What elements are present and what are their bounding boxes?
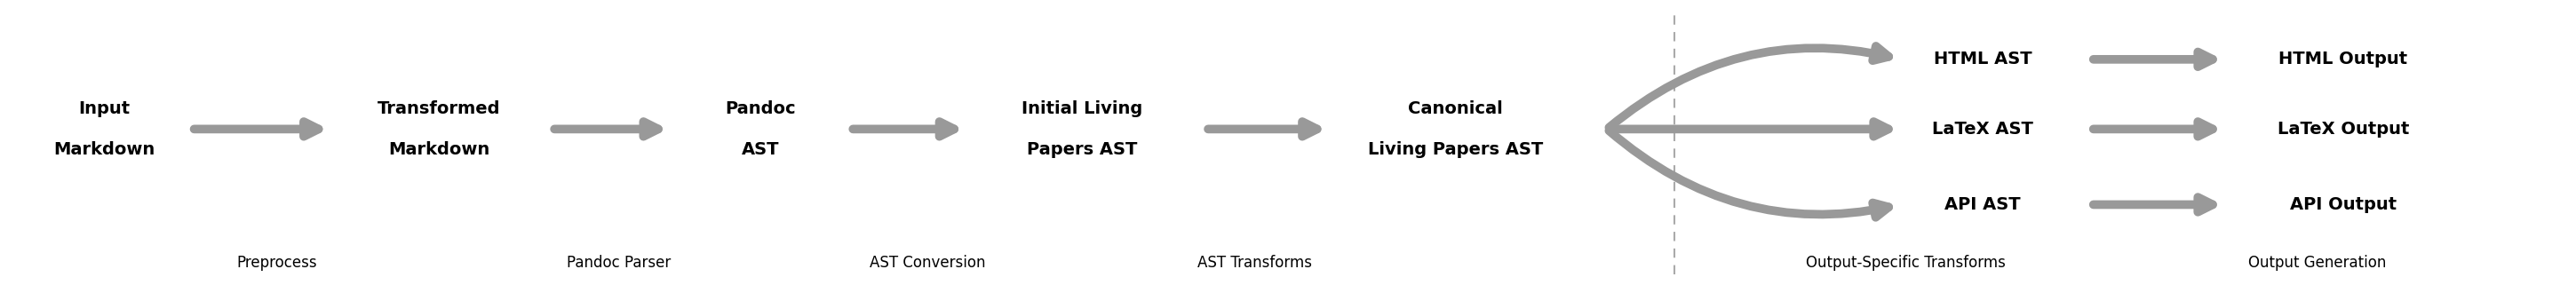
Text: Output-Specific Transforms: Output-Specific Transforms [1806,255,2007,271]
Text: AST Transforms: AST Transforms [1198,255,1311,271]
Text: LaTeX AST: LaTeX AST [1932,121,2032,137]
Text: API Output: API Output [2290,196,2396,213]
Text: Markdown: Markdown [54,141,155,158]
Text: Output Generation: Output Generation [2249,255,2385,271]
Text: Initial Living: Initial Living [1023,100,1144,117]
Text: Pandoc: Pandoc [724,100,796,117]
Text: HTML Output: HTML Output [2280,51,2409,68]
Text: LaTeX Output: LaTeX Output [2277,121,2409,137]
Text: AST: AST [742,141,781,158]
Text: Input: Input [77,100,129,117]
Text: AST Conversion: AST Conversion [871,255,987,271]
Text: Transformed: Transformed [376,100,500,117]
Text: Preprocess: Preprocess [237,255,317,271]
Text: Markdown: Markdown [389,141,489,158]
Text: Canonical: Canonical [1409,100,1502,117]
Text: Living Papers AST: Living Papers AST [1368,141,1543,158]
Text: Pandoc Parser: Pandoc Parser [567,255,670,271]
Text: Papers AST: Papers AST [1028,141,1139,158]
Text: HTML AST: HTML AST [1935,51,2032,68]
Text: API AST: API AST [1945,196,2022,213]
